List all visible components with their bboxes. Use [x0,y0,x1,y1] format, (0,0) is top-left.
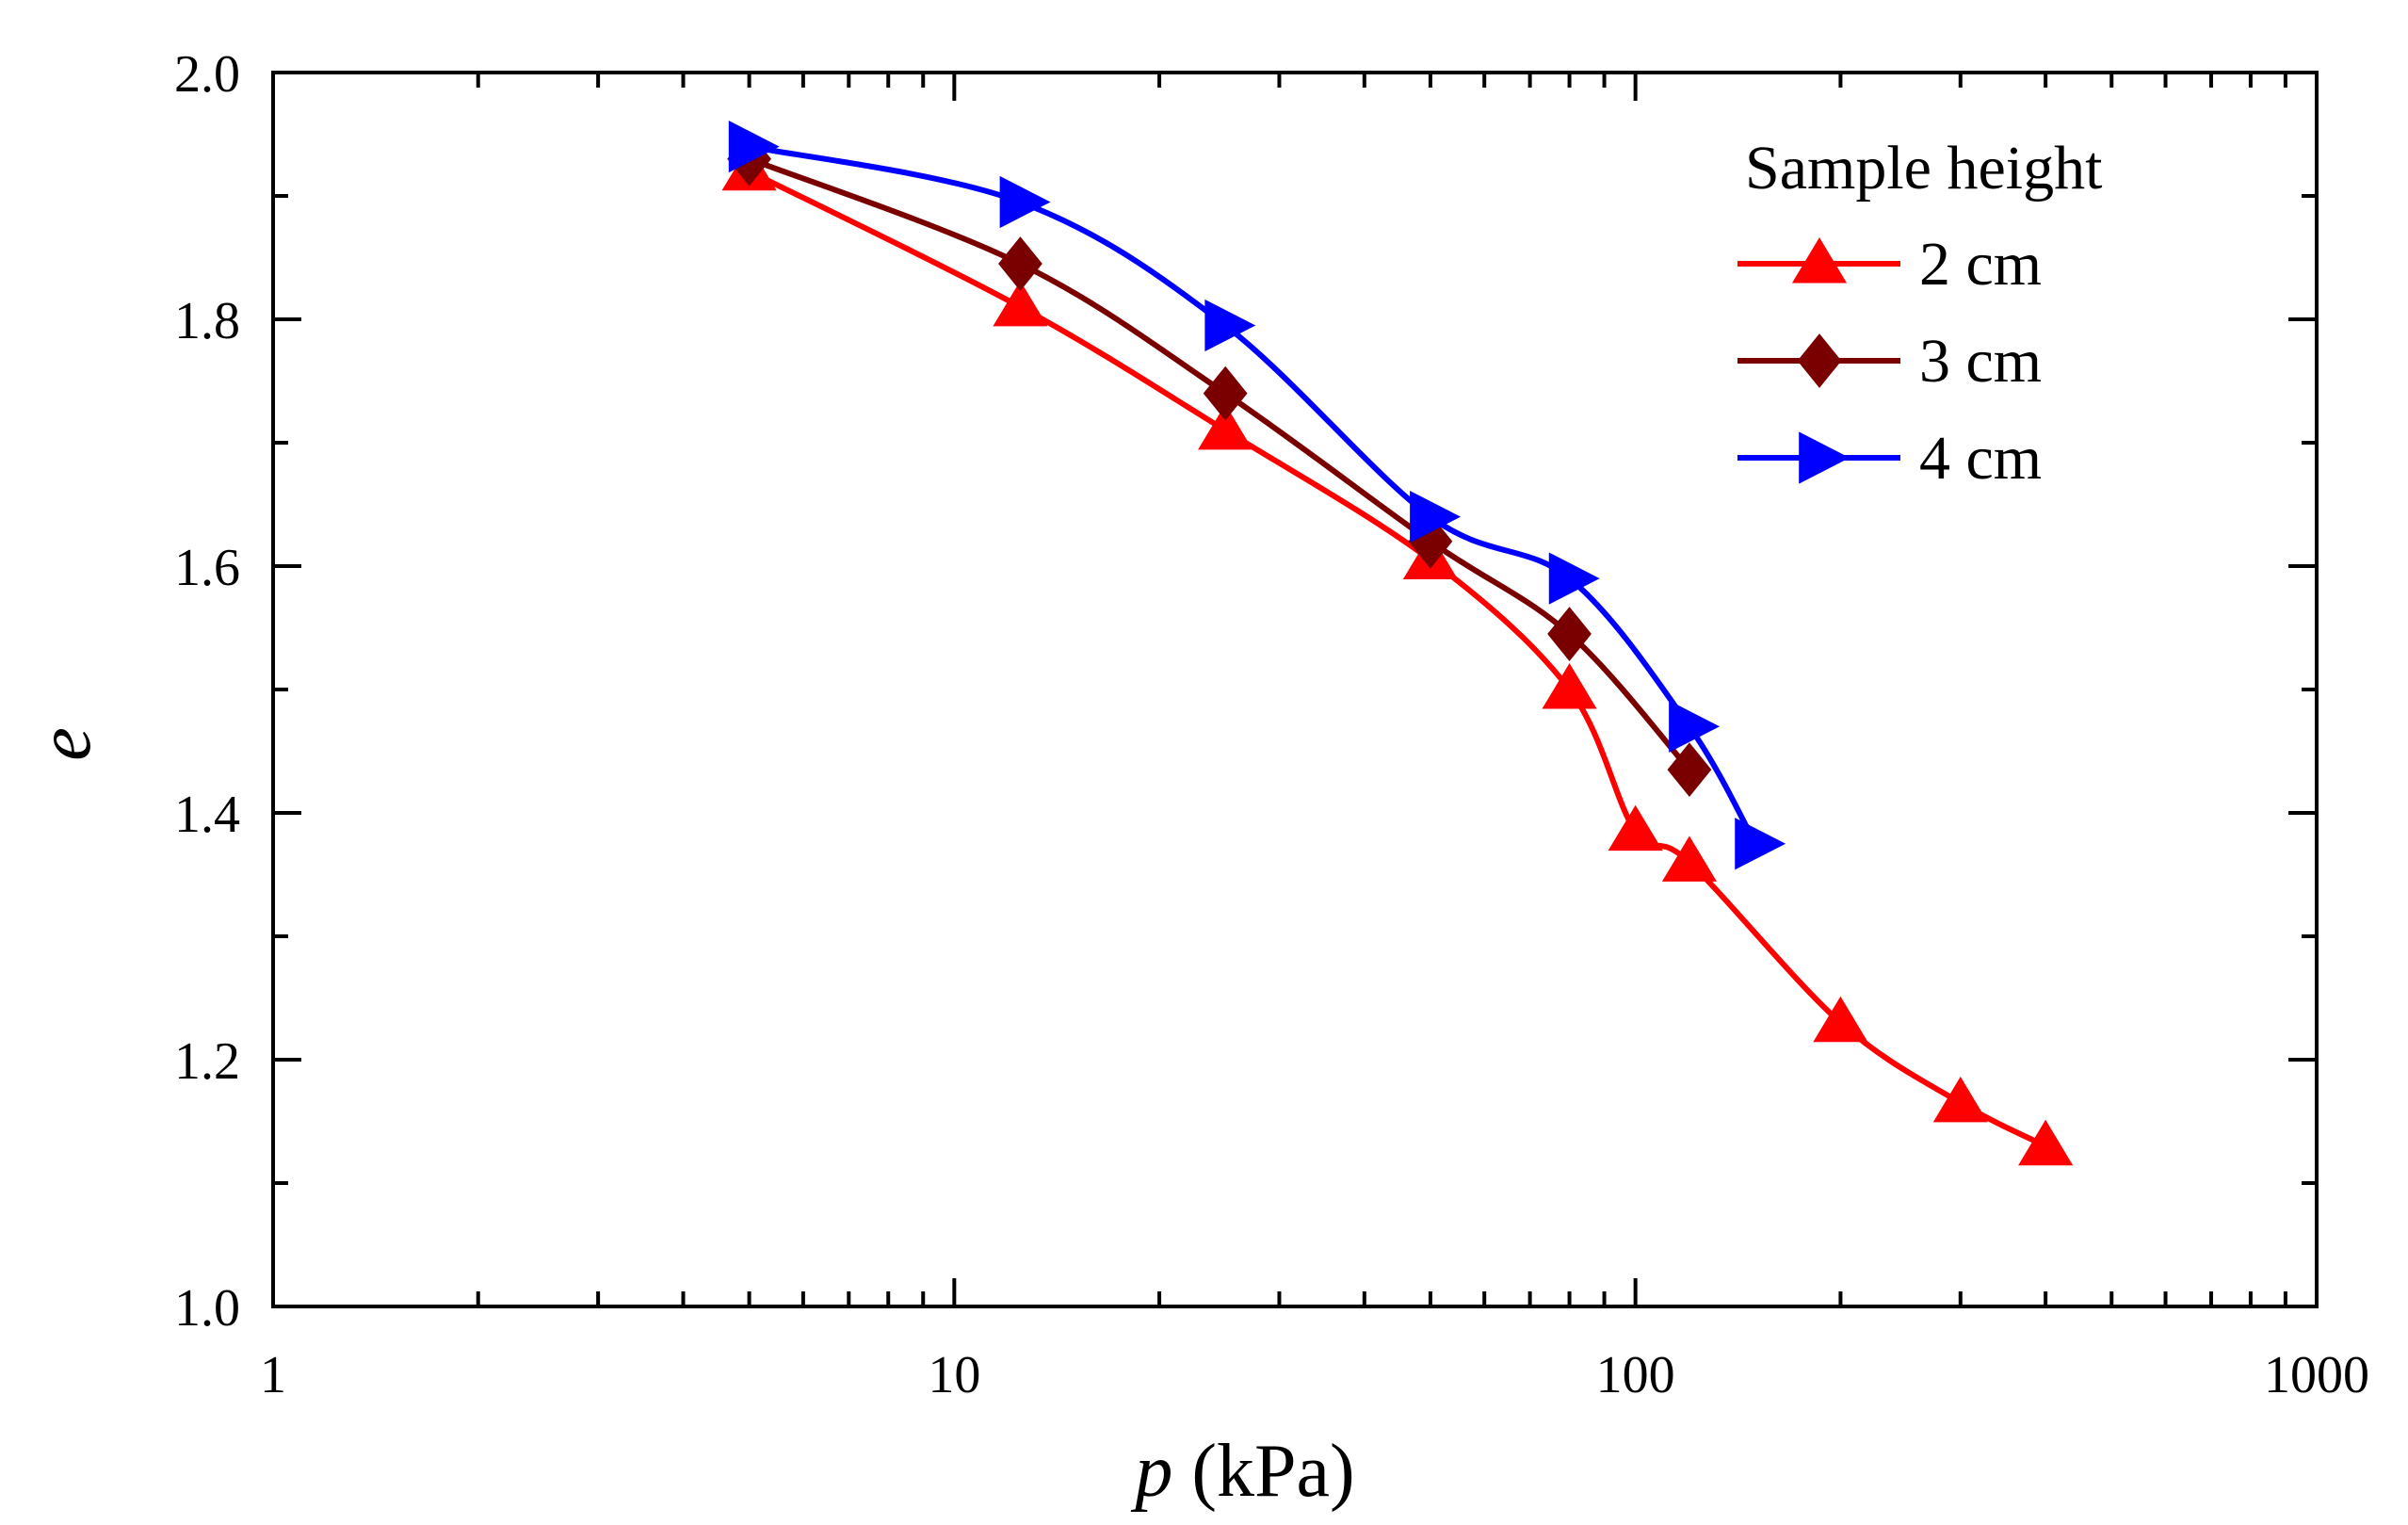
series-4-cm [728,120,1786,870]
x-axis-unit: (kPa) [1172,1430,1354,1513]
y-tick-label: 1.0 [174,1279,240,1338]
series-3-cm [727,131,1712,798]
tick-labels: 1 10 100 1000 1.0 1.2 1.4 1.6 1.8 2.0 [174,45,2369,1404]
data-point [993,280,1048,327]
data-point [1813,996,1868,1043]
legend-item: 3 cm [1737,327,2042,396]
legend-label: 2 cm [1919,230,2042,299]
x-tick-label: 10 [928,1346,980,1404]
data-point [1542,663,1597,709]
data-point [1198,403,1253,450]
data-point [999,175,1051,229]
x-tick-label: 1 [260,1346,286,1404]
series-2-cm [721,144,2074,1166]
legend-label: 4 cm [1919,424,2042,493]
data-point [1410,490,1462,543]
legend-marker [1799,431,1850,484]
data-point [1547,607,1592,661]
data-point [1932,1076,1988,1123]
data-point [1608,804,1663,852]
legend-label: 3 cm [1919,327,2042,396]
y-tick-label: 2.0 [174,45,240,104]
data-point [1667,742,1712,798]
series-line [748,169,2047,1149]
data-point [1204,299,1256,352]
data-point [1735,818,1786,870]
y-tick-label: 1.8 [174,292,240,350]
data-point [1548,552,1600,605]
y-tick-label: 1.4 [174,786,240,844]
data-point [1661,836,1718,882]
data-point [1203,365,1248,421]
data-point [2018,1119,2074,1166]
series-line [748,143,1758,846]
legend-item: 4 cm [1737,424,2042,493]
y-axis-title: e [24,727,106,761]
y-tick-label: 1.2 [174,1032,240,1091]
legend: Sample height 2 cm 3 cm 4 cm [1737,134,2102,493]
x-tick-label: 1000 [2264,1346,2369,1404]
x-axis-var: p [1130,1430,1172,1513]
series-line [748,155,1692,772]
data-point [1669,700,1721,753]
y-tick-label: 1.6 [174,539,240,597]
legend-marker [1797,333,1842,388]
legend-item: 2 cm [1737,230,2042,299]
x-axis-title: p (kPa) [1130,1430,1354,1513]
data-point [998,236,1042,291]
legend-marker [1791,237,1848,284]
data-point [728,120,780,173]
x-tick-label: 100 [1596,1346,1675,1404]
ticks [273,73,2317,1306]
legend-title: Sample height [1745,134,2102,203]
series-group [721,120,2074,1166]
